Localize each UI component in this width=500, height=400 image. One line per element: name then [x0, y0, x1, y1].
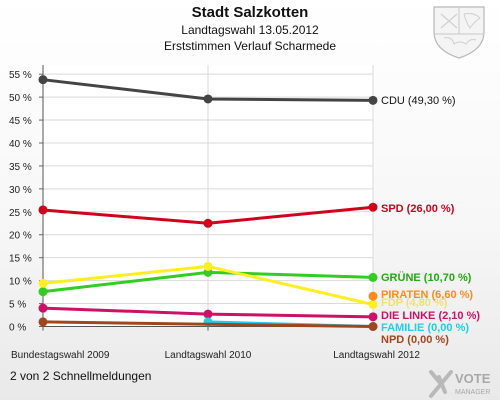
data-point-gr-ne — [368, 272, 378, 282]
chart-header: Stadt Salzkotten Landtagswahl 13.05.2012… — [0, 3, 500, 54]
series-label-fdp: FDP (4,80 %) — [381, 297, 448, 309]
x-tick-label: Landtagswahl 2010 — [165, 350, 252, 361]
y-tick-label: 0 % — [9, 323, 26, 334]
data-point-piraten — [368, 291, 378, 301]
y-tick-label: 35 % — [9, 162, 32, 173]
y-tick-label: 10 % — [9, 277, 32, 288]
footer-text: 2 von 2 Schnellmeldungen — [10, 369, 152, 383]
series-label-gr-ne: GRÜNE (10,70 %) — [381, 271, 472, 284]
data-point-fdp — [203, 261, 213, 271]
data-point-gr-ne — [38, 287, 48, 297]
data-point-cdu — [38, 75, 48, 85]
chart-subtitle-2: Erststimmen Verlauf Scharmede — [163, 39, 337, 53]
y-tick-label: 15 % — [9, 254, 32, 265]
y-tick-label: 30 % — [9, 185, 32, 196]
data-point-cdu — [203, 94, 213, 104]
series-label-piraten: PIRATEN (6,60 %) — [381, 289, 473, 301]
data-point-die-linke — [38, 303, 48, 313]
y-tick-label: 40 % — [9, 139, 32, 150]
chart-title: Stadt Salzkotten — [191, 4, 309, 21]
data-point-spd — [38, 205, 48, 215]
y-tick-label: 50 % — [9, 93, 32, 104]
y-tick-label: 5 % — [9, 300, 26, 311]
data-point-fdp — [368, 299, 378, 309]
series-label-npd: NPD (0,00 %) — [381, 334, 449, 346]
series-label-spd: SPD (26,00 %) — [381, 203, 455, 215]
data-point-die-linke — [203, 309, 213, 319]
series-label-familie: FAMILIE (0,00 %) — [381, 322, 469, 334]
x-tick-label: Landtagswahl 2012 — [333, 350, 420, 361]
y-tick-label: 55 % — [9, 70, 32, 81]
chart-subtitle: Landtagswahl 13.05.2012 — [181, 23, 319, 37]
y-tick-label: 45 % — [9, 116, 32, 127]
x-tick-label: Bundestagswahl 2009 — [11, 350, 110, 361]
data-point-fdp — [38, 278, 48, 288]
series-label-cdu: CDU (49,30 %) — [381, 95, 456, 107]
data-point-npd — [368, 322, 378, 331]
logo-text-manager: MANAGER — [455, 389, 490, 396]
y-tick-label: 20 % — [9, 231, 32, 242]
data-point-die-linke — [368, 312, 378, 322]
vote-manager-logo: VOTE MANAGER — [429, 370, 491, 398]
logo-text-vote: VOTE — [455, 371, 491, 386]
data-point-spd — [368, 202, 378, 212]
nrw-crest-icon — [433, 6, 485, 59]
series-label-die-linke: DIE LINKE (2,10 %) — [381, 310, 480, 322]
y-tick-label: 25 % — [9, 208, 32, 219]
data-point-cdu — [368, 95, 378, 105]
series-line-npd — [42, 320, 374, 328]
data-point-spd — [203, 218, 213, 228]
data-point-npd — [38, 317, 48, 327]
